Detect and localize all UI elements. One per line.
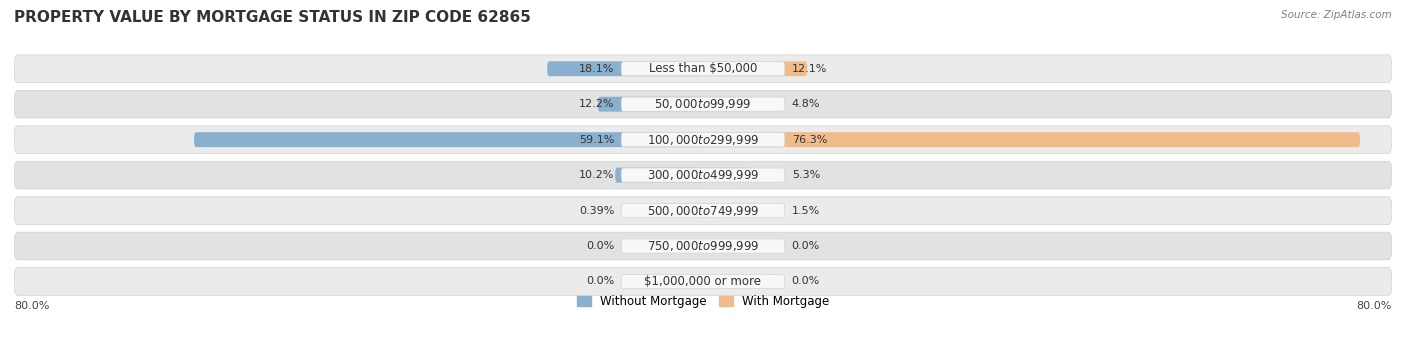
Text: $100,000 to $299,999: $100,000 to $299,999	[647, 133, 759, 147]
FancyBboxPatch shape	[14, 268, 1392, 295]
Text: $1,000,000 or more: $1,000,000 or more	[644, 275, 762, 288]
Legend: Without Mortgage, With Mortgage: Without Mortgage, With Mortgage	[572, 291, 834, 313]
Text: 5.3%: 5.3%	[792, 170, 820, 180]
FancyBboxPatch shape	[14, 232, 1392, 260]
FancyBboxPatch shape	[598, 97, 703, 112]
FancyBboxPatch shape	[621, 133, 785, 147]
Text: 0.0%: 0.0%	[792, 241, 820, 251]
FancyBboxPatch shape	[14, 197, 1392, 224]
FancyBboxPatch shape	[14, 126, 1392, 153]
FancyBboxPatch shape	[621, 274, 785, 289]
FancyBboxPatch shape	[14, 161, 1392, 189]
Text: 0.0%: 0.0%	[792, 276, 820, 287]
Text: 80.0%: 80.0%	[14, 301, 49, 311]
Text: 10.2%: 10.2%	[579, 170, 614, 180]
FancyBboxPatch shape	[621, 62, 785, 76]
FancyBboxPatch shape	[14, 55, 1392, 83]
FancyBboxPatch shape	[703, 203, 716, 218]
Text: 59.1%: 59.1%	[579, 135, 614, 144]
FancyBboxPatch shape	[547, 61, 703, 76]
Text: 80.0%: 80.0%	[1357, 301, 1392, 311]
FancyBboxPatch shape	[703, 97, 744, 112]
Text: 0.39%: 0.39%	[579, 206, 614, 216]
FancyBboxPatch shape	[703, 132, 1360, 147]
FancyBboxPatch shape	[621, 203, 785, 218]
Text: 18.1%: 18.1%	[579, 64, 614, 74]
Text: 0.0%: 0.0%	[586, 241, 614, 251]
FancyBboxPatch shape	[616, 168, 703, 183]
Text: $50,000 to $99,999: $50,000 to $99,999	[654, 97, 752, 111]
Text: $300,000 to $499,999: $300,000 to $499,999	[647, 168, 759, 182]
Text: $750,000 to $999,999: $750,000 to $999,999	[647, 239, 759, 253]
FancyBboxPatch shape	[14, 90, 1392, 118]
FancyBboxPatch shape	[621, 168, 785, 182]
FancyBboxPatch shape	[621, 97, 785, 111]
Text: 4.8%: 4.8%	[792, 99, 820, 109]
Text: Source: ZipAtlas.com: Source: ZipAtlas.com	[1281, 10, 1392, 20]
Text: Less than $50,000: Less than $50,000	[648, 62, 758, 75]
Text: 76.3%: 76.3%	[792, 135, 827, 144]
FancyBboxPatch shape	[621, 239, 785, 253]
Text: 12.1%: 12.1%	[792, 64, 827, 74]
FancyBboxPatch shape	[703, 168, 748, 183]
FancyBboxPatch shape	[703, 61, 807, 76]
Text: 1.5%: 1.5%	[792, 206, 820, 216]
FancyBboxPatch shape	[194, 132, 703, 147]
Text: $500,000 to $749,999: $500,000 to $749,999	[647, 204, 759, 218]
Text: PROPERTY VALUE BY MORTGAGE STATUS IN ZIP CODE 62865: PROPERTY VALUE BY MORTGAGE STATUS IN ZIP…	[14, 10, 531, 25]
Text: 0.0%: 0.0%	[586, 276, 614, 287]
Text: 12.2%: 12.2%	[579, 99, 614, 109]
FancyBboxPatch shape	[700, 203, 703, 218]
